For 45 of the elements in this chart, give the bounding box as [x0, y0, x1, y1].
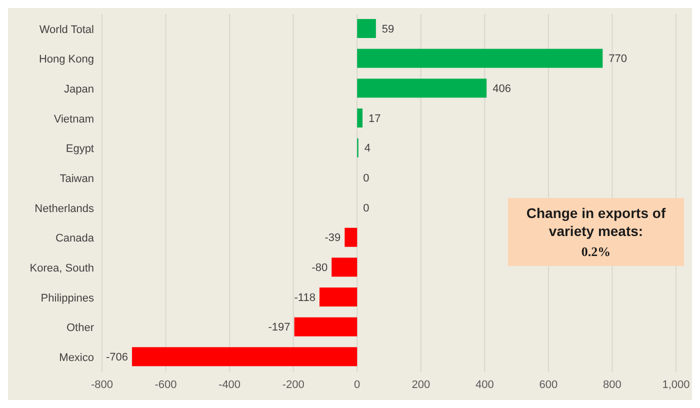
- bar: [357, 48, 603, 68]
- annotation: Change in exports of variety meats:: [525, 204, 667, 240]
- data-label: 4: [364, 142, 371, 155]
- y-tick-label: Mexico: [59, 352, 94, 364]
- bar: [344, 228, 358, 247]
- bar: [332, 258, 358, 277]
- y-tick-label: Netherlands: [34, 202, 94, 215]
- y-tick-label: Canada: [55, 232, 95, 245]
- x-tick-label: 400: [475, 378, 494, 391]
- bar: [357, 108, 363, 128]
- y-tick-label: Egypt: [66, 143, 94, 156]
- y-tick-label: Taiwan: [60, 172, 94, 185]
- x-tick-label: 200: [412, 378, 430, 391]
- y-tick-label: Korea, South: [30, 262, 94, 274]
- bar: [319, 288, 358, 306]
- y-tick-label: Philippines: [40, 292, 94, 304]
- x-tick-label: 600: [539, 378, 558, 391]
- x-tick-label: -400: [218, 378, 241, 391]
- x-tick-label: -200: [282, 378, 304, 391]
- data-label: 0: [363, 202, 370, 214]
- x-tick-label: 800: [603, 378, 622, 391]
- data-label: -39: [324, 232, 341, 244]
- x-tick-label: 0: [354, 378, 360, 391]
- data-label: 0: [363, 172, 370, 185]
- bar: [357, 78, 487, 98]
- y-tick-label: Vietnam: [54, 113, 94, 126]
- data-label: 770: [608, 53, 628, 66]
- bar: [357, 19, 376, 38]
- data-label: -197: [268, 322, 290, 334]
- y-tick-label: World Total: [39, 24, 94, 36]
- data-label: 17: [368, 112, 381, 125]
- data-label: -80: [312, 262, 328, 274]
- data-label: -118: [294, 292, 316, 304]
- data-label: 406: [492, 83, 511, 96]
- x-tick-label: 1,000: [662, 378, 690, 391]
- x-tick-label: -800: [90, 378, 114, 391]
- x-tick-label: -600: [154, 378, 177, 391]
- data-label: 59: [382, 23, 394, 36]
- data-label: -706: [106, 352, 128, 364]
- y-tick-label: Japan: [64, 83, 94, 96]
- bar: [294, 317, 358, 336]
- y-tick-label: Hong Kong: [38, 54, 94, 66]
- annotation: 0.2%: [580, 244, 612, 260]
- y-tick-label: Other: [66, 322, 94, 334]
- bar: [132, 347, 358, 366]
